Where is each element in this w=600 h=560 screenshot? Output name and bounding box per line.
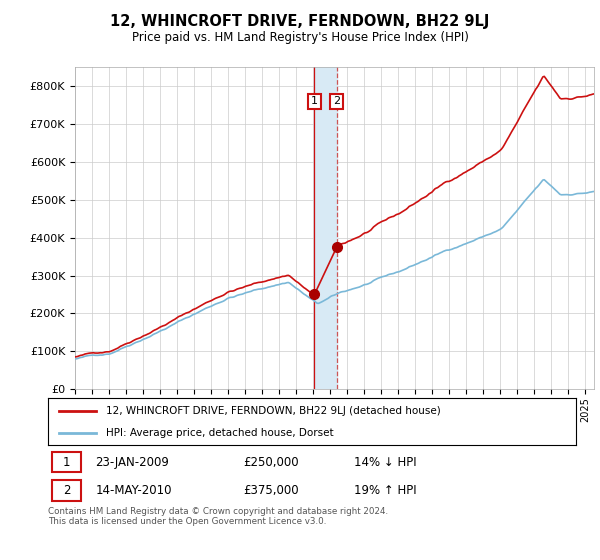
Text: 1: 1 [311,96,318,106]
Bar [314,67,337,389]
Text: 12, WHINCROFT DRIVE, FERNDOWN, BH22 9LJ (detached house): 12, WHINCROFT DRIVE, FERNDOWN, BH22 9LJ … [106,406,441,416]
Text: 19% ↑ HPI: 19% ↑ HPI [354,484,417,497]
Text: 12, WHINCROFT DRIVE, FERNDOWN, BH22 9LJ: 12, WHINCROFT DRIVE, FERNDOWN, BH22 9LJ [110,14,490,29]
Text: 14-MAY-2010: 14-MAY-2010 [95,484,172,497]
FancyBboxPatch shape [52,452,81,473]
Text: £375,000: £375,000 [244,484,299,497]
FancyBboxPatch shape [52,480,81,501]
Text: 1: 1 [63,456,70,469]
Text: 2: 2 [333,96,340,106]
Text: 14% ↓ HPI: 14% ↓ HPI [354,456,417,469]
Text: HPI: Average price, detached house, Dorset: HPI: Average price, detached house, Dors… [106,428,334,438]
Text: 23-JAN-2009: 23-JAN-2009 [95,456,169,469]
Text: Contains HM Land Registry data © Crown copyright and database right 2024.
This d: Contains HM Land Registry data © Crown c… [48,507,388,526]
Text: 2: 2 [63,484,70,497]
Text: Price paid vs. HM Land Registry's House Price Index (HPI): Price paid vs. HM Land Registry's House … [131,31,469,44]
Text: £250,000: £250,000 [244,456,299,469]
